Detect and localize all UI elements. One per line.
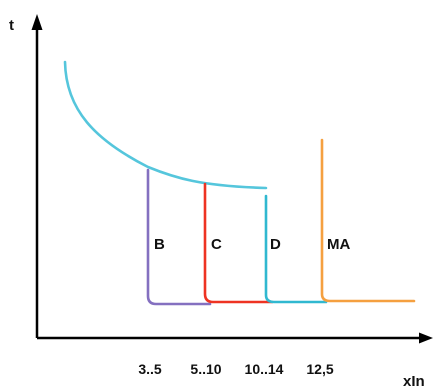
series-d-curve bbox=[264, 194, 328, 304]
series-label-c: C bbox=[211, 236, 222, 253]
series-label-d: D bbox=[270, 236, 281, 253]
thermal-curve bbox=[63, 60, 268, 190]
x-tick-label: 10..14 bbox=[245, 361, 284, 377]
series-label-b: B bbox=[154, 236, 165, 253]
x-tick-labels: 3..5 5..10 10..14 12,5 bbox=[138, 361, 334, 377]
series-labels: B C D MA bbox=[154, 236, 350, 253]
x-tick-label: 3..5 bbox=[138, 361, 162, 377]
series-b-curve bbox=[146, 168, 212, 306]
series-ma-curve bbox=[320, 138, 416, 303]
series-curves bbox=[63, 60, 416, 306]
x-axis-arrow bbox=[419, 332, 433, 344]
x-tick-label: 5..10 bbox=[190, 361, 221, 377]
y-axis-arrow bbox=[31, 14, 43, 30]
x-axis-label: xIn bbox=[403, 373, 425, 389]
series-c-curve bbox=[203, 182, 274, 304]
series-label-ma: MA bbox=[327, 236, 350, 253]
x-tick-label: 12,5 bbox=[306, 361, 333, 377]
y-axis-label: t bbox=[9, 17, 14, 34]
axes bbox=[31, 14, 433, 344]
